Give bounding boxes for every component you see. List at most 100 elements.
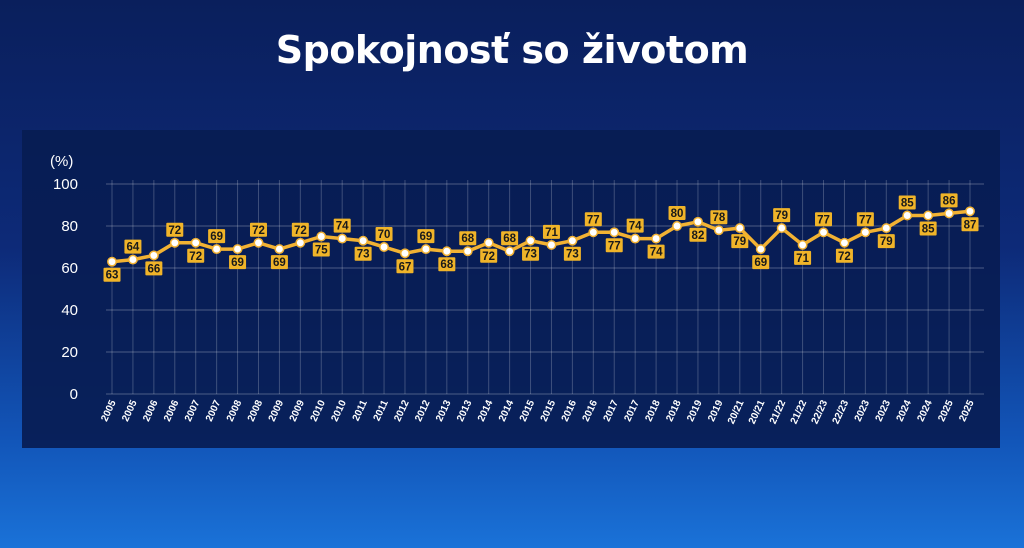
- data-point: [232, 244, 243, 255]
- x-tick-label: 2005: [120, 398, 140, 423]
- x-tick-label: 2023: [874, 398, 894, 423]
- data-label-box: [187, 248, 205, 263]
- data-label: 80: [668, 206, 686, 220]
- data-label-box: [501, 231, 519, 246]
- data-label: 70: [375, 227, 393, 241]
- data-label-text: 64: [127, 242, 140, 254]
- data-label-text: 79: [880, 236, 893, 248]
- data-label-text: 79: [733, 236, 746, 248]
- x-tick-label: 2011: [351, 398, 370, 423]
- data-label: 74: [626, 218, 644, 233]
- data-point: [839, 237, 850, 248]
- data-label-text: 69: [420, 231, 433, 243]
- y-axis-unit-label: (%): [50, 153, 73, 170]
- data-label-box: [229, 255, 247, 270]
- data-label: 87: [961, 217, 979, 232]
- data-label-box: [877, 234, 895, 249]
- data-label: 63: [103, 267, 121, 282]
- data-label-box: [354, 246, 372, 261]
- x-tick-label: 2010: [309, 398, 329, 423]
- data-point: [127, 254, 138, 265]
- data-label-text: 73: [357, 249, 370, 261]
- page-title: Spokojnosť so životom: [275, 28, 749, 72]
- data-label-box: [961, 217, 979, 232]
- x-tick-label: 2025: [936, 398, 956, 423]
- data-label-box: [396, 259, 414, 274]
- data-label-text: 69: [210, 231, 223, 243]
- data-label: 72: [187, 248, 205, 263]
- data-label-box: [919, 221, 937, 236]
- data-label: 64: [124, 239, 142, 254]
- data-label: 79: [731, 234, 749, 249]
- x-tick-label: 2005: [99, 398, 119, 423]
- data-label-box: [270, 255, 288, 270]
- data-label-text: 68: [440, 259, 453, 271]
- data-label: 77: [584, 212, 602, 227]
- data-label-box: [605, 238, 623, 253]
- data-label-box: [710, 210, 728, 225]
- data-label: 86: [940, 193, 958, 208]
- data-point: [379, 242, 389, 252]
- data-label-text: 72: [294, 225, 307, 237]
- data-label-text: 70: [378, 229, 391, 241]
- data-label-box: [584, 212, 602, 227]
- x-tick-label: 2013: [434, 398, 454, 423]
- data-label: 73: [354, 246, 372, 261]
- x-tick-label: 2017: [602, 398, 622, 423]
- data-point: [818, 227, 829, 238]
- data-point: [965, 206, 975, 217]
- data-point: [169, 237, 180, 248]
- data-point: [504, 246, 515, 257]
- data-label: 71: [794, 250, 812, 265]
- data-point: [190, 237, 201, 248]
- data-label-text: 68: [503, 233, 516, 245]
- data-label: 77: [856, 212, 874, 227]
- data-label-text: 85: [922, 224, 935, 236]
- x-tick-label: 20/21: [726, 398, 747, 426]
- data-point: [902, 210, 913, 221]
- data-point: [253, 237, 264, 248]
- data-label-text: 63: [106, 270, 119, 282]
- data-label-box: [145, 261, 163, 276]
- data-label: 72: [166, 222, 184, 237]
- data-label-box: [333, 218, 351, 233]
- data-label: 73: [522, 246, 540, 261]
- data-label: 69: [752, 255, 770, 270]
- data-label-box: [312, 242, 330, 257]
- data-label: 69: [417, 229, 435, 244]
- data-label: 74: [333, 218, 351, 233]
- data-label-text: 75: [315, 245, 328, 257]
- data-label-box: [689, 227, 707, 242]
- x-tick-label: 2013: [455, 398, 475, 423]
- x-tick-label: 2008: [225, 398, 245, 423]
- data-point: [295, 237, 306, 248]
- data-point: [588, 227, 599, 238]
- data-label-text: 72: [168, 225, 181, 237]
- data-label-text: 74: [650, 247, 663, 259]
- x-tick-label: 2025: [957, 398, 977, 423]
- data-point: [400, 248, 410, 259]
- x-tick-label: 2009: [267, 398, 287, 423]
- x-tick-label: 2010: [330, 398, 350, 423]
- data-label-text: 72: [252, 225, 265, 237]
- data-point: [211, 244, 222, 255]
- data-label: 67: [396, 259, 414, 274]
- data-point: [630, 233, 641, 244]
- data-point: [734, 223, 745, 234]
- data-label: 78: [710, 210, 728, 225]
- data-label-box: [522, 246, 540, 261]
- data-label: 68: [438, 257, 456, 272]
- data-label: 68: [459, 231, 477, 246]
- x-tick-label: 2007: [204, 398, 224, 423]
- data-label-box: [668, 206, 686, 220]
- data-point: [567, 235, 578, 246]
- data-label-box: [208, 229, 226, 244]
- data-label-text: 77: [587, 214, 600, 226]
- data-label-text: 71: [545, 227, 558, 239]
- x-tick-label: 2006: [162, 398, 182, 423]
- data-label-text: 77: [817, 214, 830, 226]
- y-tick-label: 0: [70, 386, 78, 403]
- data-point: [755, 244, 766, 255]
- x-tick-label: 2014: [497, 398, 517, 423]
- data-label-box: [773, 208, 791, 223]
